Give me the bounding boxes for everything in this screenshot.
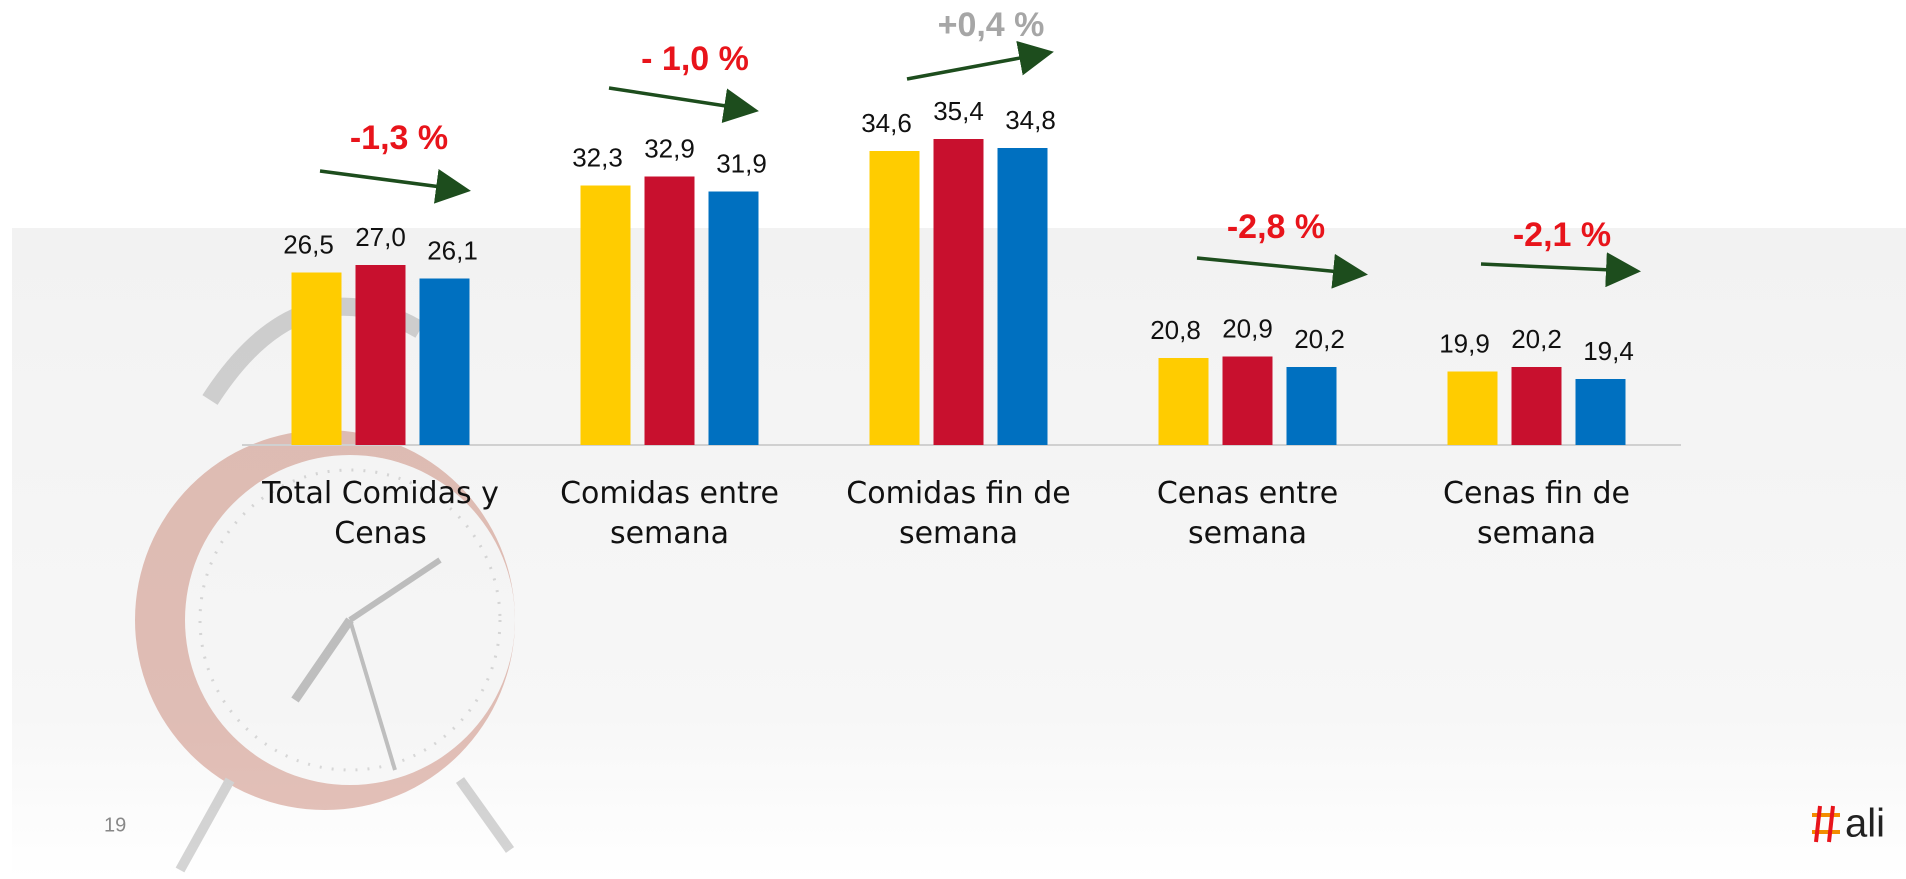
bar xyxy=(998,148,1048,445)
change-annotation: -2,1 % xyxy=(1513,216,1611,254)
trend-arrow xyxy=(907,53,1047,79)
bar xyxy=(1512,367,1562,445)
data-label: 20,2 xyxy=(1294,324,1345,354)
bar xyxy=(292,273,342,446)
change-annotation: - 1,0 % xyxy=(641,40,749,78)
data-label: 34,6 xyxy=(861,108,912,138)
data-label: 19,9 xyxy=(1439,328,1490,358)
page-number: 19 xyxy=(104,814,126,836)
data-label: 20,9 xyxy=(1222,313,1273,343)
bar xyxy=(1223,357,1273,446)
change-annotation: -2,8 % xyxy=(1227,208,1325,246)
data-label: 20,2 xyxy=(1511,324,1562,354)
bar xyxy=(581,186,631,446)
category-label: Cenas entre semana xyxy=(1118,474,1378,554)
data-label: 27,0 xyxy=(355,222,406,252)
bar xyxy=(645,177,695,446)
change-annotation: +0,4 % xyxy=(938,6,1045,44)
category-label: Total Comidas y Cenas xyxy=(251,474,511,554)
chart: ali 19 26,5 27,0 26,1 32,3 32,9 31,9 34,6 35,4 3… xyxy=(0,0,1906,879)
category-label: Cenas fin de semana xyxy=(1407,474,1667,554)
slide: ali 19 26,5 27,0 26,1 32,3 32,9 31,9 34,6 35,4 3… xyxy=(0,0,1906,879)
trend-arrow xyxy=(320,171,464,190)
data-label: 32,9 xyxy=(644,133,695,163)
change-annotation: -1,3 % xyxy=(350,119,448,157)
data-label: 26,1 xyxy=(427,235,478,265)
bar xyxy=(870,151,920,445)
data-label: 31,9 xyxy=(716,148,767,178)
logo-text: ali xyxy=(1845,802,1885,846)
bar xyxy=(1287,367,1337,445)
bar xyxy=(709,192,759,446)
category-label: Comidas fin de semana xyxy=(829,474,1089,554)
bar xyxy=(934,139,984,445)
category-label: Comidas entre semana xyxy=(540,474,800,554)
data-label: 34,8 xyxy=(1005,105,1056,135)
data-label: 35,4 xyxy=(933,96,984,126)
data-label: 20,8 xyxy=(1150,315,1201,345)
bar xyxy=(1448,372,1498,446)
data-label: 19,4 xyxy=(1583,336,1634,366)
bar xyxy=(1576,379,1626,445)
bar xyxy=(420,279,470,446)
data-label: 32,3 xyxy=(572,142,623,172)
bar xyxy=(356,265,406,445)
trend-arrow xyxy=(609,88,752,110)
bar xyxy=(1159,358,1209,445)
data-label: 26,5 xyxy=(283,229,334,259)
